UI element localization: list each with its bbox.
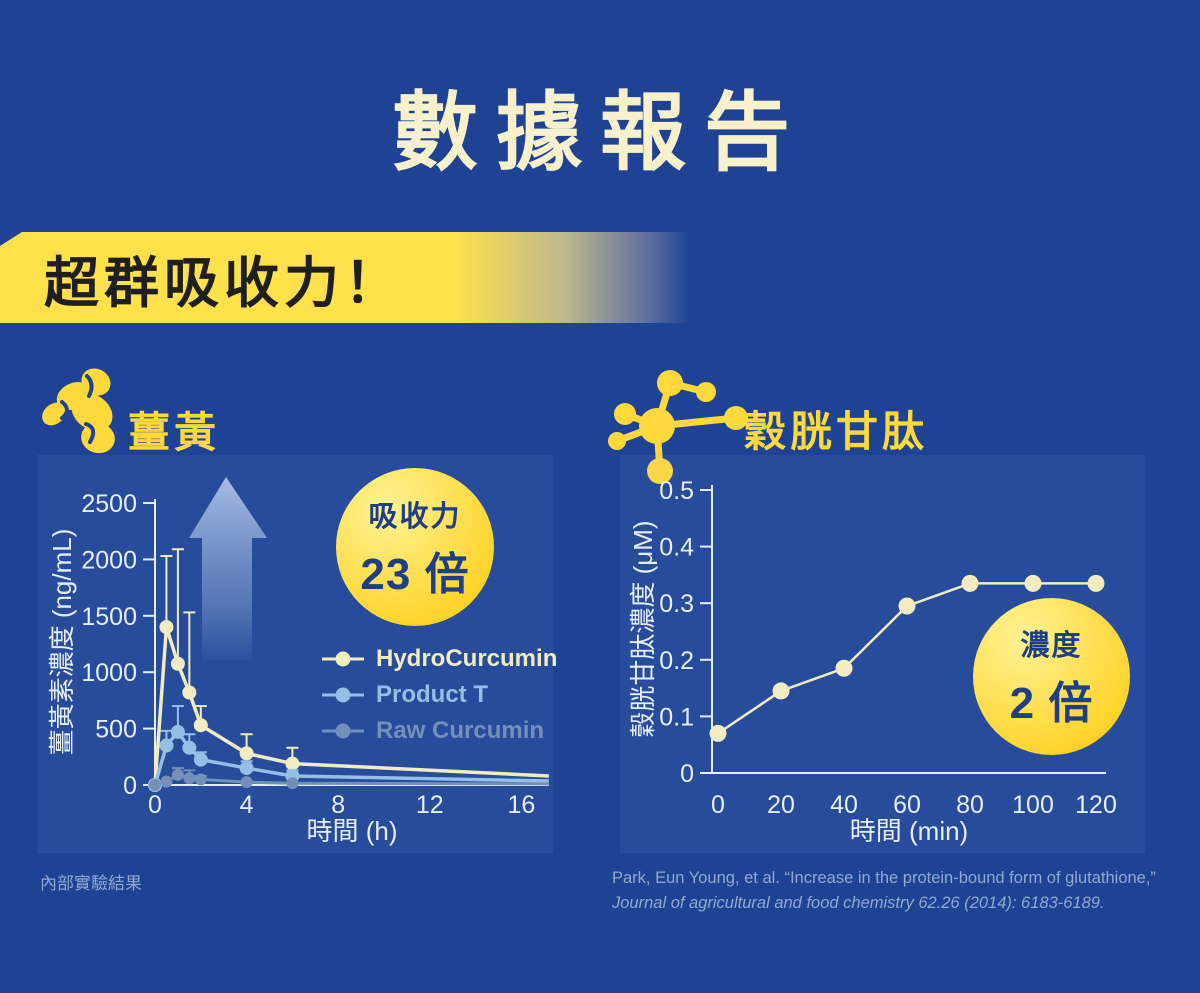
- svg-text:2500: 2500: [81, 490, 137, 518]
- legend-label: Product T: [376, 680, 488, 708]
- svg-text:80: 80: [956, 791, 984, 819]
- legend-row: HydroCurcumin: [322, 644, 558, 672]
- svg-text:20: 20: [767, 791, 795, 819]
- svg-text:60: 60: [893, 791, 921, 819]
- glutathione-section-title: 穀胱甘肽: [744, 408, 929, 455]
- svg-text:1000: 1000: [81, 659, 137, 687]
- svg-text:100: 100: [1012, 791, 1054, 819]
- legend-label: HydroCurcumin: [376, 644, 558, 672]
- legend-row: Raw Curcumin: [322, 716, 557, 744]
- svg-text:2000: 2000: [81, 546, 137, 574]
- svg-text:120: 120: [1075, 791, 1117, 819]
- citation-line1: Park, Eun Young, et al. “Increase in the…: [612, 869, 1156, 887]
- upward-arrow-icon: [189, 477, 267, 660]
- svg-text:時間 (min): 時間 (min): [850, 816, 968, 846]
- molecule-icon: [608, 370, 748, 484]
- legend-marker-icon: [322, 723, 364, 738]
- internal-test-footnote: 內部實驗結果: [40, 874, 142, 893]
- turmeric-section-title: 薑黃: [128, 409, 221, 456]
- svg-text:0: 0: [148, 791, 162, 819]
- legend-row: Product T: [322, 680, 557, 708]
- svg-text:0.1: 0.1: [659, 703, 694, 731]
- svg-text:0: 0: [680, 760, 694, 788]
- svg-text:16: 16: [507, 791, 535, 819]
- absorption-badge-label: 吸收力: [368, 500, 462, 533]
- citation: Park, Eun Young, et al. “Increase in the…: [612, 866, 1156, 916]
- svg-text:1500: 1500: [81, 603, 137, 631]
- turmeric-chart: 0 500 1000 1500 2000 2500 0 4 8 12 16 時間 (h) 薑黃素濃度 (…: [47, 477, 549, 846]
- absorption-badge-value: 23 倍: [360, 549, 470, 599]
- legend-marker-icon: [322, 687, 364, 702]
- concentration-badge-label: 濃度: [1020, 630, 1083, 662]
- svg-text:穀胱甘肽濃度 (μM): 穀胱甘肽濃度 (μM): [628, 520, 658, 737]
- svg-text:0: 0: [123, 772, 137, 800]
- svg-text:薑黃素濃度 (ng/mL): 薑黃素濃度 (ng/mL): [47, 529, 77, 756]
- svg-text:0: 0: [711, 791, 725, 819]
- svg-text:0.3: 0.3: [659, 590, 694, 618]
- absorption-badge: 吸收力 23 倍: [336, 468, 494, 626]
- ginger-icon: [42, 368, 115, 454]
- concentration-badge: 濃度 2 倍: [973, 598, 1130, 755]
- svg-text:8: 8: [331, 791, 345, 819]
- concentration-badge-value: 2 倍: [1009, 679, 1094, 728]
- legend: HydroCurcumin Product T Raw Curcumin: [322, 644, 558, 744]
- banner-text: 超群吸收力！: [44, 251, 405, 314]
- legend-label: Raw Curcumin: [376, 716, 545, 744]
- svg-text:4: 4: [240, 791, 254, 819]
- glutathione-chart: 0 0.1 0.2 0.3 0.4 0.5 0 20 40 60 80 100 120 時間 (min) 穀…: [628, 477, 1117, 846]
- svg-text:0.4: 0.4: [659, 534, 694, 562]
- svg-text:0.2: 0.2: [659, 647, 694, 675]
- highlight-banner: 超群吸收力！: [0, 232, 690, 323]
- svg-text:0.5: 0.5: [659, 477, 694, 505]
- svg-text:500: 500: [95, 716, 137, 744]
- svg-text:時間 (h): 時間 (h): [306, 816, 397, 846]
- page-title: 數據報告: [392, 85, 808, 181]
- citation-line2: Journal of agricultural and food chemist…: [612, 894, 1105, 912]
- svg-text:12: 12: [416, 791, 444, 819]
- legend-marker-icon: [322, 651, 364, 666]
- svg-text:40: 40: [830, 791, 858, 819]
